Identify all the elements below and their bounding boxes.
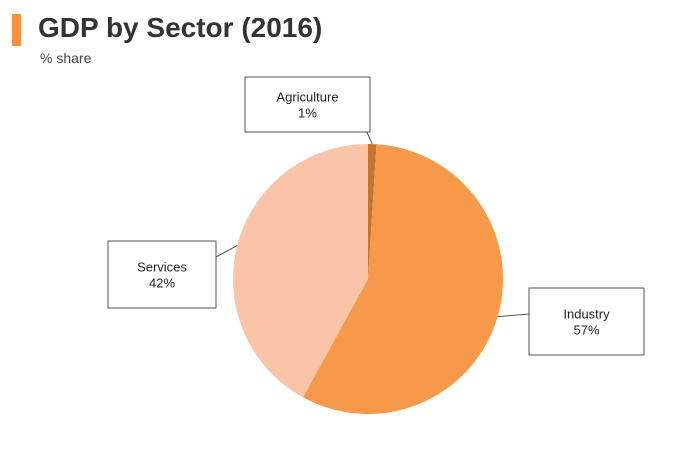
label-box-services [107, 240, 217, 309]
leader-line-industry [497, 313, 530, 318]
slice-label-name: Services [137, 260, 187, 275]
leader-line-services [215, 244, 238, 258]
title-accent-bar [12, 14, 21, 46]
pie-slice-services [233, 144, 368, 398]
label-box-agriculture [244, 76, 371, 133]
label-box-industry [528, 287, 645, 356]
slice-label-value: 57% [573, 323, 599, 338]
pie-slices [233, 144, 504, 414]
slice-label-name: Agriculture [276, 90, 338, 105]
slice-label-value: 1% [298, 106, 317, 121]
slice-label-value: 42% [149, 276, 175, 291]
chart-title: GDP by Sector (2016) [38, 12, 323, 43]
chart-subtitle: % share [40, 50, 92, 66]
pie-slice-agriculture [368, 144, 377, 279]
slice-label-name: Industry [563, 307, 610, 322]
pie-slice-industry [302, 144, 504, 414]
